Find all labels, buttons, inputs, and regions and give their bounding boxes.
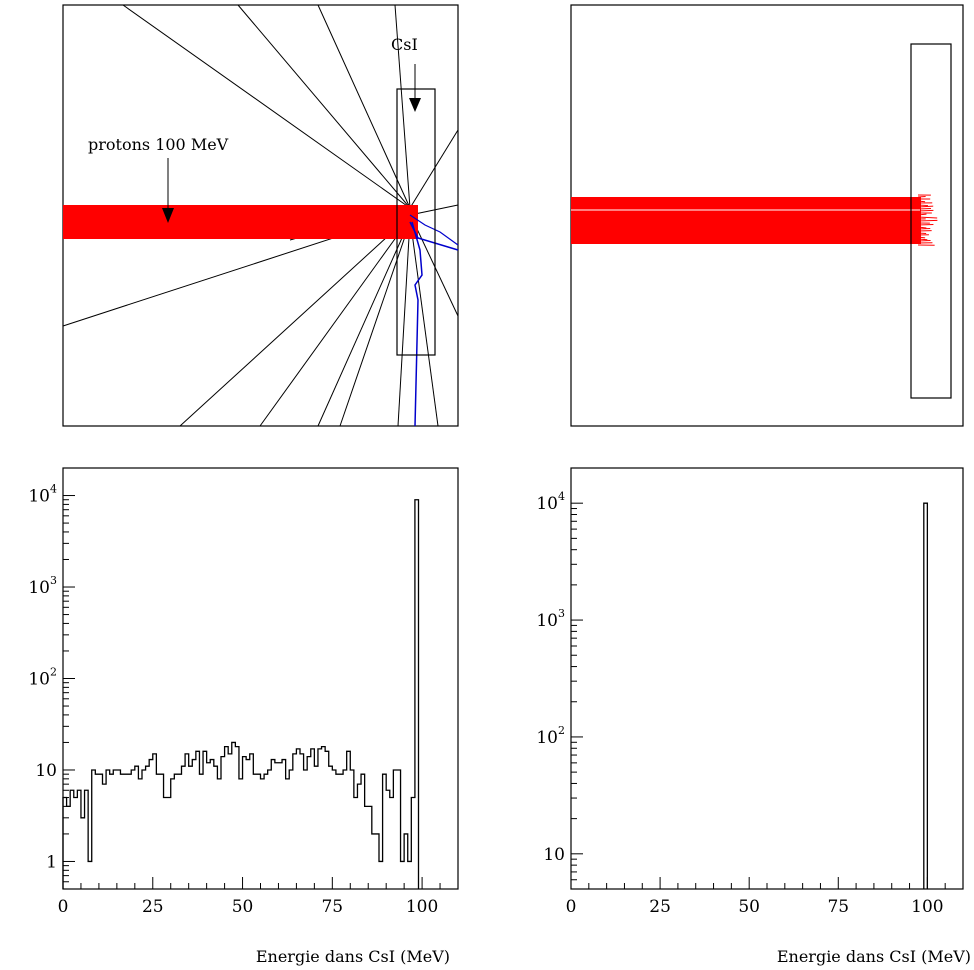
track-line: [409, 129, 459, 209]
track-line: [317, 4, 411, 209]
y-tick-label: 10: [543, 845, 565, 865]
y-tick-label: 102: [536, 724, 565, 748]
beam-fringe-line: [917, 205, 934, 208]
beam-fringe-line: [917, 232, 927, 235]
geometry-view-right: [570, 4, 964, 427]
y-tick-label: 103: [536, 607, 565, 631]
csi-arrow-head: [409, 98, 421, 112]
csi-crystal-box-right: [910, 43, 952, 399]
track-line: [179, 215, 411, 427]
track-line: [317, 219, 411, 427]
y-tick-label: 104: [536, 490, 565, 514]
secondary-tracks-left: [409, 214, 459, 427]
y-tick-label: 104: [28, 483, 57, 507]
x-tick-label: 25: [142, 897, 164, 917]
x-axis-label-left: Energie dans CsI (MeV): [256, 947, 450, 966]
csi-label: CsI: [391, 35, 418, 54]
y-tick-label: 103: [28, 574, 57, 598]
neutral-tracks-left: [62, 4, 459, 427]
beam-fringe-line: [917, 216, 938, 219]
beam-fringe-line: [917, 236, 926, 239]
beam-fringe-line: [917, 219, 938, 222]
geometry-view-left: CsI protons 100 MeV: [62, 4, 459, 427]
beam-fringe-line: [917, 204, 929, 207]
histogram-series-right: [923, 502, 929, 889]
y-ticks-right: 10 102 103 104: [536, 467, 583, 890]
y-ticks-left: 1 10 102 103 104: [28, 467, 75, 890]
x-tick-label: 100: [406, 897, 438, 917]
x-tick-label: 50: [232, 897, 254, 917]
x-ticks-right: 0 25 50 75 100: [566, 877, 964, 917]
track-line: [339, 221, 411, 427]
x-tick-label: 50: [738, 897, 760, 917]
x-ticks-left: 0 25 50 75 100: [58, 877, 459, 917]
beam-fringe-line: [917, 239, 931, 242]
y-tick-label: 10: [35, 761, 57, 781]
x-tick-label: 75: [827, 897, 849, 917]
beam-fringe-line: [917, 195, 926, 198]
histogram-series-left: [62, 499, 420, 889]
histogram-frame-right: [570, 467, 964, 890]
beam-fringe-line: [917, 200, 926, 203]
track-line: [397, 219, 411, 427]
x-tick-label: 75: [321, 897, 343, 917]
csi-crystal-box-left: [396, 88, 436, 356]
histogram-right: 0 25 50 75 100 10 102 103 104 Energie dans CsI …: [536, 467, 971, 966]
beam-fringe-right: [917, 194, 938, 246]
y-tick-label: 1: [46, 852, 57, 872]
track-line: [394, 4, 411, 209]
beam-fringe-line: [917, 238, 928, 241]
x-tick-label: 100: [911, 897, 943, 917]
secondary-track: [409, 214, 459, 246]
secondary-track: [411, 221, 423, 427]
x-tick-label: 25: [649, 897, 671, 917]
y-tick-label: 102: [28, 666, 57, 690]
beam-fringe-line: [917, 226, 927, 229]
x-tick-label: 0: [566, 897, 577, 917]
track-line: [122, 4, 411, 209]
beam-fringe-line: [917, 207, 932, 210]
beam-fringe-line: [917, 209, 934, 212]
x-tick-label: 0: [58, 897, 69, 917]
x-axis-label-right: Energie dans CsI (MeV): [777, 947, 971, 966]
track-line: [409, 217, 439, 427]
protons-label: protons 100 MeV: [88, 135, 229, 154]
histogram-frame-left: [62, 467, 459, 890]
protons-arrow-head: [162, 208, 174, 223]
track-line: [237, 4, 411, 209]
proton-beam-band: [571, 197, 921, 244]
secondary-track: [409, 221, 459, 251]
beam-fringe-line: [917, 213, 927, 216]
histogram-left: 0 25 50 75 100 1 10 102 103 104 Energie dans CsI…: [28, 467, 459, 966]
proton-beam-band: [63, 205, 418, 239]
track-line: [259, 217, 411, 427]
beam-fringe-line: [917, 227, 931, 230]
